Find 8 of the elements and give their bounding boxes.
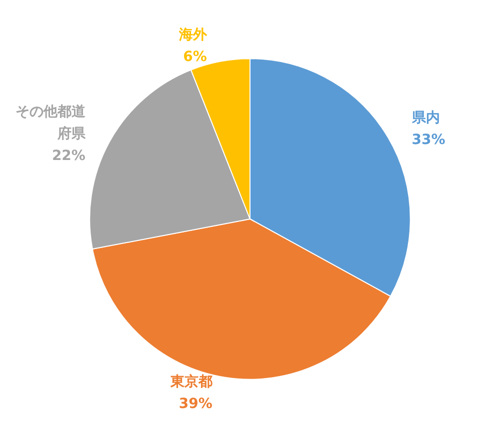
data-label: 39% [178,396,212,412]
slice-label: 海外 [178,26,208,43]
data-label: 33% [412,132,446,148]
data-label: 6% [183,48,207,65]
data-label: 22% [52,148,86,164]
slice-label: 東京都 [169,373,212,390]
slice-label: 県内 [410,110,440,126]
slice-label: その他都道府県 [15,104,86,142]
